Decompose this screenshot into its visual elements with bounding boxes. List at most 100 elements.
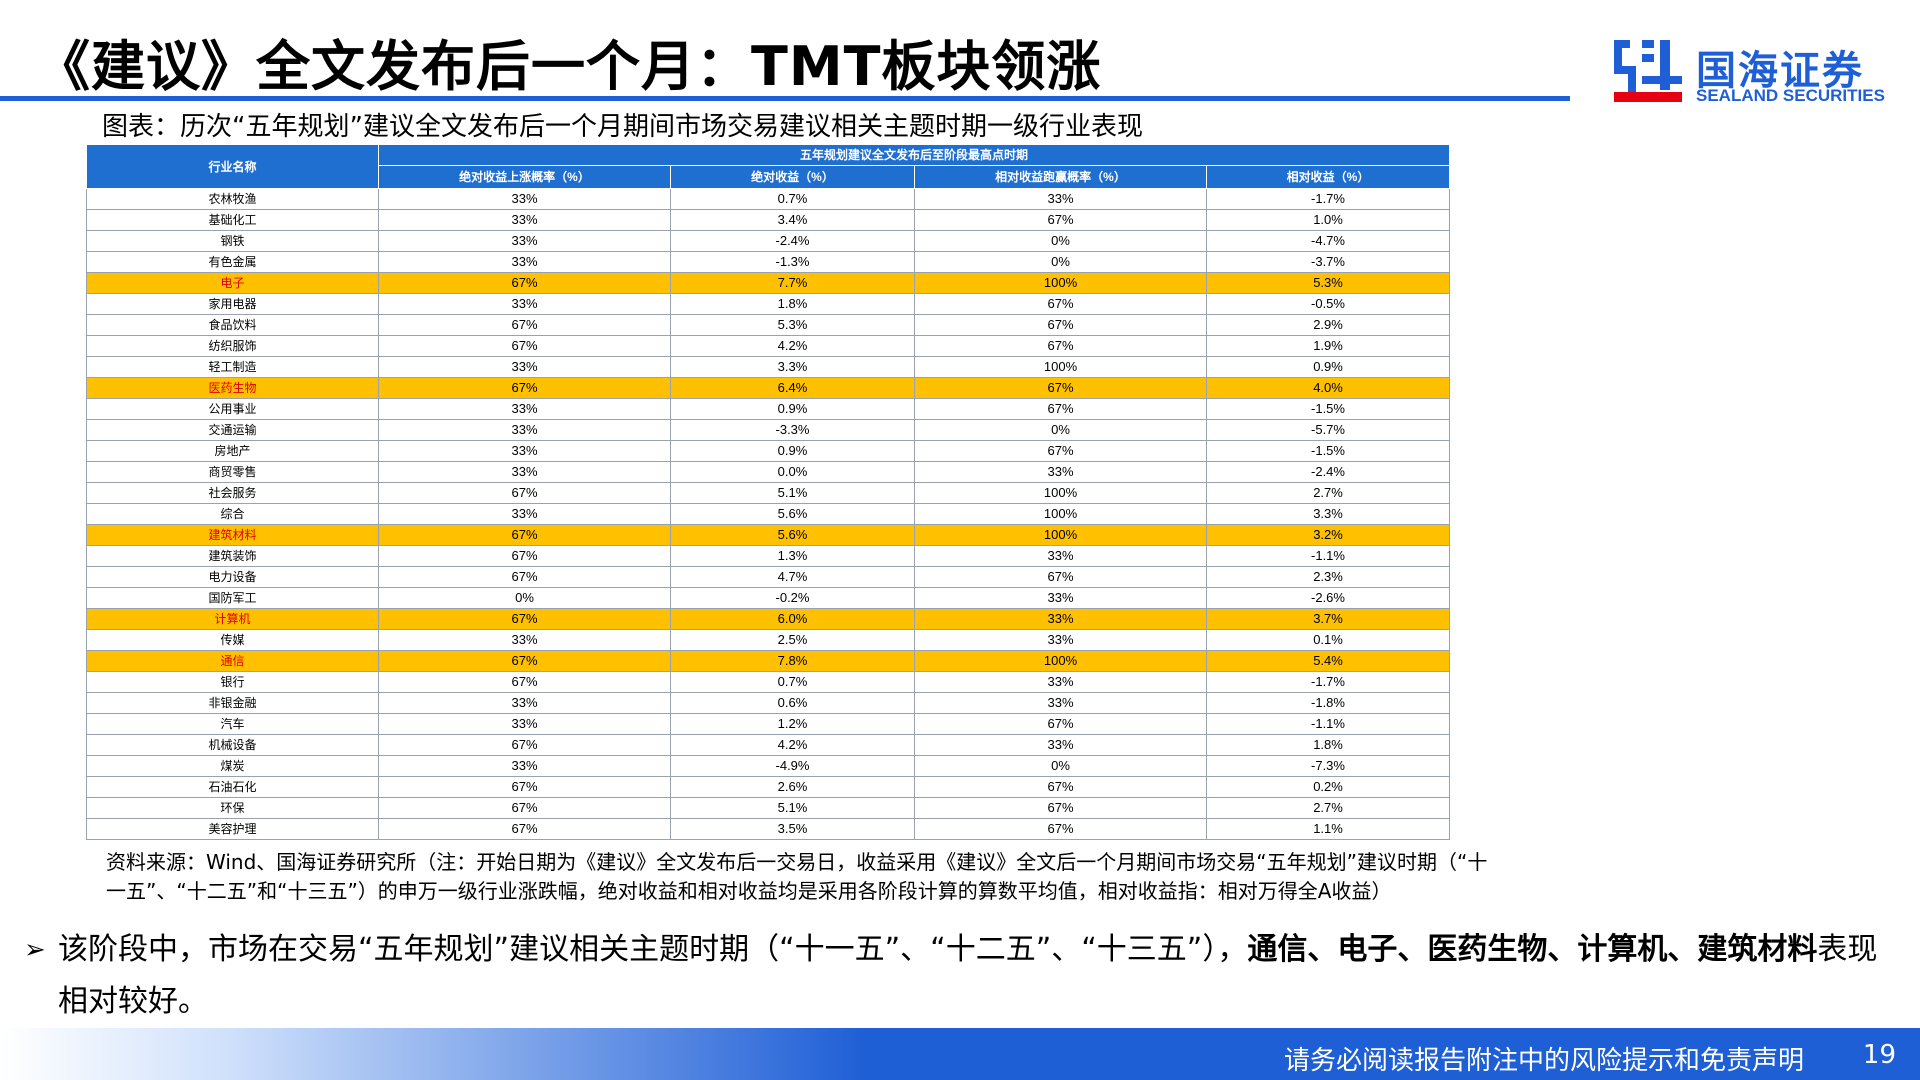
table-row: 计算机 67% 6.0% 33% 3.7%: [86, 608, 1451, 630]
rel-return-cell: 0.9%: [1205, 356, 1451, 378]
industry-name-cell: 电力设备: [86, 566, 379, 588]
rel-outperform-probability-cell: 33%: [914, 188, 1207, 210]
abs-return-cell: 7.8%: [670, 650, 915, 672]
rel-return-cell: 2.7%: [1205, 482, 1451, 504]
footer-disclaimer: 请务必阅读报告附注中的风险提示和免责声明: [1283, 1046, 1804, 1076]
abs-return-cell: 5.6%: [670, 524, 915, 546]
abs-up-probability-cell: 33%: [378, 440, 671, 462]
table-row: 石油石化 67% 2.6% 67% 0.2%: [86, 776, 1451, 798]
rel-outperform-probability-cell: 67%: [914, 209, 1207, 231]
rel-outperform-probability-cell: 0%: [914, 419, 1207, 441]
rel-outperform-probability-cell: 0%: [914, 755, 1207, 777]
header-abs-return: 绝对收益（%）: [670, 165, 915, 189]
table-row: 轻工制造 33% 3.3% 100% 0.9%: [86, 356, 1451, 378]
industry-name-cell: 社会服务: [86, 482, 379, 504]
abs-return-cell: 3.5%: [670, 818, 915, 840]
industry-name-cell: 有色金属: [86, 251, 379, 273]
table-row: 公用事业 33% 0.9% 67% -1.5%: [86, 398, 1451, 420]
industry-name-cell: 传媒: [86, 629, 379, 651]
industry-name-cell: 机械设备: [86, 734, 379, 756]
abs-up-probability-cell: 33%: [378, 461, 671, 483]
abs-return-cell: 4.7%: [670, 566, 915, 588]
abs-up-probability-cell: 67%: [378, 776, 671, 798]
sealand-logo-icon: [1614, 40, 1682, 102]
rel-outperform-probability-cell: 100%: [914, 524, 1207, 546]
rel-outperform-probability-cell: 100%: [914, 482, 1207, 504]
rel-outperform-probability-cell: 67%: [914, 314, 1207, 336]
abs-up-probability-cell: 67%: [378, 818, 671, 840]
table-body: 农林牧渔 33% 0.7% 33% -1.7% 基础化工 33% 3.4% 67% 1.0% 钢铁 3…: [86, 188, 1451, 840]
abs-up-probability-cell: 33%: [378, 629, 671, 651]
rel-return-cell: 1.1%: [1205, 818, 1451, 840]
table-row: 机械设备 67% 4.2% 33% 1.8%: [86, 734, 1451, 756]
summary-text: 该阶段中，市场在交易“五年规划”建议相关主题时期（“十一五”、“十二五”、“十三…: [58, 924, 1904, 1028]
logo-english-name: SEALAND SECURITIES: [1696, 86, 1885, 105]
rel-return-cell: -1.5%: [1205, 398, 1451, 420]
table-row: 建筑材料 67% 5.6% 100% 3.2%: [86, 524, 1451, 546]
table-row: 美容护理 67% 3.5% 67% 1.1%: [86, 818, 1451, 840]
rel-return-cell: -0.5%: [1205, 293, 1451, 315]
rel-outperform-probability-cell: 33%: [914, 545, 1207, 567]
table-row: 房地产 33% 0.9% 67% -1.5%: [86, 440, 1451, 462]
rel-outperform-probability-cell: 100%: [914, 356, 1207, 378]
rel-return-cell: -1.8%: [1205, 692, 1451, 714]
abs-return-cell: 5.1%: [670, 482, 915, 504]
abs-up-probability-cell: 33%: [378, 398, 671, 420]
abs-up-probability-cell: 33%: [378, 356, 671, 378]
rel-return-cell: 3.2%: [1205, 524, 1451, 546]
industry-name-cell: 房地产: [86, 440, 379, 462]
logo-chinese-name: 国海证券: [1696, 48, 1864, 94]
industry-name-cell: 石油石化: [86, 776, 379, 798]
abs-return-cell: 1.3%: [670, 545, 915, 567]
industry-name-cell: 国防军工: [86, 587, 379, 609]
abs-up-probability-cell: 67%: [378, 335, 671, 357]
table-row: 有色金属 33% -1.3% 0% -3.7%: [86, 251, 1451, 273]
table-row: 环保 67% 5.1% 67% 2.7%: [86, 797, 1451, 819]
rel-outperform-probability-cell: 67%: [914, 398, 1207, 420]
rel-return-cell: -2.6%: [1205, 587, 1451, 609]
industry-name-cell: 汽车: [86, 713, 379, 735]
abs-return-cell: 7.7%: [670, 272, 915, 294]
rel-return-cell: 2.3%: [1205, 566, 1451, 588]
abs-return-cell: 4.2%: [670, 335, 915, 357]
abs-return-cell: 0.0%: [670, 461, 915, 483]
table-row: 国防军工 0% -0.2% 33% -2.6%: [86, 587, 1451, 609]
industry-name-cell: 食品饮料: [86, 314, 379, 336]
footer-bar: [0, 1028, 1920, 1080]
abs-return-cell: -1.3%: [670, 251, 915, 273]
industry-name-cell: 建筑装饰: [86, 545, 379, 567]
abs-up-probability-cell: 67%: [378, 482, 671, 504]
rel-outperform-probability-cell: 67%: [914, 818, 1207, 840]
abs-up-probability-cell: 33%: [378, 188, 671, 210]
table-row: 综合 33% 5.6% 100% 3.3%: [86, 503, 1451, 525]
header-abs-up-probability: 绝对收益上涨概率（%）: [378, 165, 671, 189]
header-rel-return: 相对收益（%）: [1205, 165, 1451, 189]
abs-return-cell: 5.3%: [670, 314, 915, 336]
abs-up-probability-cell: 67%: [378, 524, 671, 546]
rel-return-cell: 1.8%: [1205, 734, 1451, 756]
abs-up-probability-cell: 67%: [378, 671, 671, 693]
rel-outperform-probability-cell: 100%: [914, 503, 1207, 525]
abs-up-probability-cell: 33%: [378, 209, 671, 231]
rel-outperform-probability-cell: 67%: [914, 566, 1207, 588]
rel-return-cell: -1.7%: [1205, 671, 1451, 693]
table-row: 通信 67% 7.8% 100% 5.4%: [86, 650, 1451, 672]
industry-name-cell: 纺织服饰: [86, 335, 379, 357]
rel-outperform-probability-cell: 0%: [914, 251, 1207, 273]
abs-return-cell: 3.3%: [670, 356, 915, 378]
abs-up-probability-cell: 33%: [378, 755, 671, 777]
rel-return-cell: 0.2%: [1205, 776, 1451, 798]
industry-name-cell: 公用事业: [86, 398, 379, 420]
rel-return-cell: -3.7%: [1205, 251, 1451, 273]
abs-up-probability-cell: 67%: [378, 314, 671, 336]
table-row: 建筑装饰 67% 1.3% 33% -1.1%: [86, 545, 1451, 567]
abs-up-probability-cell: 67%: [378, 650, 671, 672]
rel-return-cell: 2.7%: [1205, 797, 1451, 819]
abs-return-cell: 0.6%: [670, 692, 915, 714]
industry-name-cell: 非银金融: [86, 692, 379, 714]
industry-name-cell: 综合: [86, 503, 379, 525]
abs-up-probability-cell: 67%: [378, 797, 671, 819]
industry-name-cell: 家用电器: [86, 293, 379, 315]
rel-outperform-probability-cell: 33%: [914, 734, 1207, 756]
rel-return-cell: 1.0%: [1205, 209, 1451, 231]
